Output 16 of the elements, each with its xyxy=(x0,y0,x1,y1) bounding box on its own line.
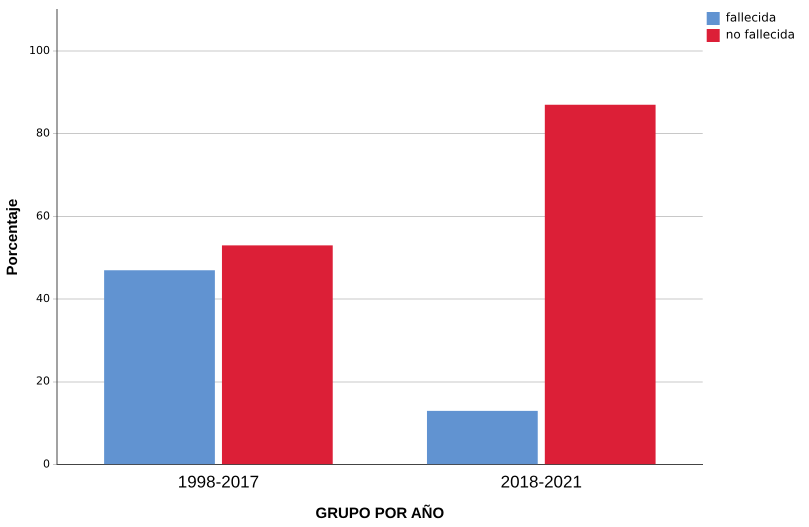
x-tick-label: 1998-2017 xyxy=(178,472,260,492)
y-tick-label: 80 xyxy=(36,126,50,140)
y-tick-label: 100 xyxy=(28,44,50,57)
bar xyxy=(222,245,333,464)
y-tick-label: 20 xyxy=(36,374,50,388)
y-tick-label: 40 xyxy=(36,292,50,306)
legend-label: no fallecida xyxy=(726,28,796,42)
y-axis-title: Porcentaje xyxy=(4,198,22,276)
x-axis-title: GRUPO POR AÑO xyxy=(316,504,444,522)
y-tick-label: 60 xyxy=(36,209,50,222)
bar xyxy=(426,410,538,464)
y-tick-label: 0 xyxy=(42,457,50,470)
bar xyxy=(544,104,656,464)
bar xyxy=(104,270,215,464)
legend-label: fallecida xyxy=(726,10,776,25)
x-tick-label: 2018-2021 xyxy=(500,472,582,492)
